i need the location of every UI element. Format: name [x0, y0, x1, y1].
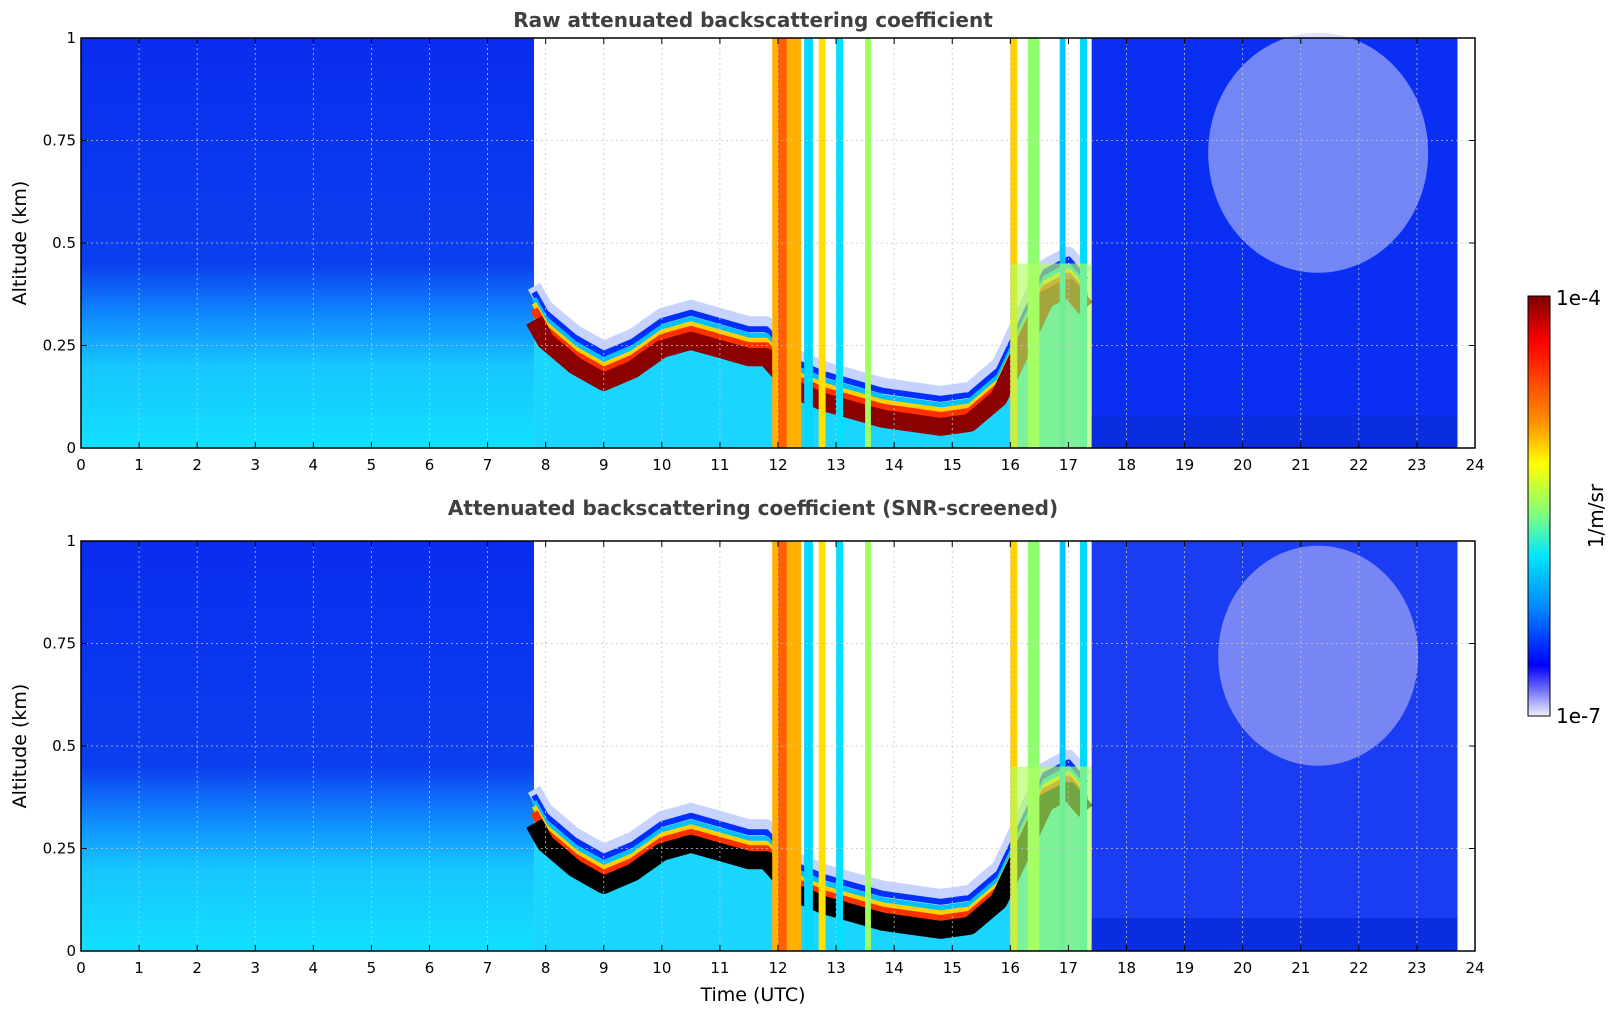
x-tick-label: 14	[885, 959, 904, 977]
x-tick-label: 22	[1349, 456, 1368, 474]
x-tick-label: 24	[1465, 456, 1484, 474]
x-tick-label: 20	[1233, 456, 1252, 474]
x-tick-label: 11	[710, 959, 729, 977]
x-tick-label: 8	[541, 959, 551, 977]
boundary-layer-fill	[534, 766, 1086, 951]
x-tick-label: 14	[885, 456, 904, 474]
bottom-panel: Attenuated backscattering coefficient (S…	[9, 496, 1485, 1006]
colorbar: 1e-4 1e-7 1/m/sr	[1527, 286, 1608, 728]
x-tick-label: 17	[1059, 959, 1078, 977]
cloud-streak-9	[1080, 541, 1088, 951]
bottom-y-ticks: 0 0.25 0.5 0.75 1	[43, 532, 1475, 960]
x-tick-label: 1	[134, 456, 144, 474]
x-tick-label: 4	[309, 456, 319, 474]
cloud-streak-4	[836, 541, 844, 951]
x-tick-label: 10	[652, 456, 671, 474]
y-tick-label: 0.5	[52, 737, 76, 755]
bottom-grid	[81, 541, 1475, 951]
x-tick-label: 19	[1175, 959, 1194, 977]
x-tick-label: 5	[367, 959, 377, 977]
x-tick-label: 10	[652, 959, 671, 977]
evening-low-signal-patch	[1218, 545, 1419, 766]
colorbar-unit-label: 1/m/sr	[1584, 483, 1608, 548]
x-tick-label: 15	[943, 456, 962, 474]
cloud-streak-6	[1010, 541, 1018, 951]
top-grid	[81, 38, 1475, 448]
afternoon-mixed-layer	[1010, 263, 1092, 448]
x-tick-label: 4	[309, 959, 319, 977]
y-tick-label: 0.75	[43, 132, 76, 150]
y-tick-label: 0.25	[43, 337, 76, 355]
top-panel-title: Raw attenuated backscattering coefficien…	[513, 8, 993, 32]
x-tick-label: 15	[943, 959, 962, 977]
x-tick-label: 20	[1233, 959, 1252, 977]
cloud-streak-7	[1027, 541, 1040, 951]
top-y-ticks: 0 0.25 0.5 0.75 1	[43, 29, 1475, 457]
x-tick-label: 0	[76, 959, 86, 977]
x-tick-label: 22	[1349, 959, 1368, 977]
bottom-x-axis-label: Time (UTC)	[699, 984, 805, 1006]
x-tick-label: 2	[192, 456, 202, 474]
x-tick-label: 9	[599, 959, 609, 977]
cloud-streak-2	[804, 541, 813, 951]
x-tick-label: 16	[1001, 959, 1020, 977]
x-tick-label: 12	[768, 959, 787, 977]
x-tick-label: 9	[599, 456, 609, 474]
x-tick-label: 18	[1117, 959, 1136, 977]
x-tick-label: 13	[827, 456, 846, 474]
y-tick-label: 0	[66, 942, 76, 960]
colorbar-max-label: 1e-4	[1556, 286, 1601, 310]
bottom-x-ticks: 0 1 2 3 4 5 6 7 8 9 10 11 12 13 14 15 16 17 18 19 20 21 22 23 24	[76, 541, 1485, 977]
x-tick-label: 2	[192, 959, 202, 977]
evening-noise-patch	[1208, 32, 1429, 273]
cloud-streak-5	[865, 38, 871, 448]
cloud-streak-4	[836, 38, 844, 448]
cloud-streak-5	[865, 541, 871, 951]
y-tick-label: 0.75	[43, 635, 76, 653]
x-tick-label: 0	[76, 456, 86, 474]
top-x-ticks: 0 1 2 3 4 5 6 7 8 9 10 11 12 13 14 15 16 17 18 19 20 21 22 23 24	[76, 38, 1485, 474]
x-tick-label: 6	[425, 959, 435, 977]
x-tick-label: 19	[1175, 456, 1194, 474]
x-tick-label: 12	[768, 456, 787, 474]
x-tick-label: 6	[425, 456, 435, 474]
x-tick-label: 7	[483, 456, 493, 474]
x-tick-label: 5	[367, 456, 377, 474]
x-tick-label: 21	[1291, 456, 1310, 474]
evening-surface-band	[1091, 918, 1458, 951]
top-y-axis-label: Altitude (km)	[9, 181, 31, 306]
x-tick-label: 23	[1407, 959, 1426, 977]
x-tick-label: 7	[483, 959, 493, 977]
colorbar-gradient	[1527, 295, 1551, 717]
bottom-y-axis-label: Altitude (km)	[9, 684, 31, 809]
x-tick-label: 8	[541, 456, 551, 474]
x-tick-label: 1	[134, 959, 144, 977]
y-tick-label: 0.25	[43, 840, 76, 858]
colorbar-min-label: 1e-7	[1556, 704, 1601, 728]
cloud-streak-6	[1010, 38, 1018, 448]
evening-surface-band	[1091, 415, 1458, 448]
y-tick-label: 1	[66, 29, 76, 47]
x-tick-label: 3	[250, 456, 260, 474]
y-tick-label: 0	[66, 439, 76, 457]
cloud-streak-7	[1027, 38, 1040, 448]
y-tick-label: 0.5	[52, 234, 76, 252]
x-tick-label: 3	[250, 959, 260, 977]
bottom-panel-title: Attenuated backscattering coefficient (S…	[448, 496, 1058, 520]
cloud-streak-9	[1080, 38, 1088, 448]
y-tick-label: 1	[66, 532, 76, 550]
x-tick-label: 21	[1291, 959, 1310, 977]
x-tick-label: 17	[1059, 456, 1078, 474]
x-tick-label: 16	[1001, 456, 1020, 474]
x-tick-label: 24	[1465, 959, 1484, 977]
afternoon-mixed-layer	[1010, 766, 1092, 951]
x-tick-label: 11	[710, 456, 729, 474]
top-heatmap	[81, 32, 1475, 448]
x-tick-label: 13	[827, 959, 846, 977]
x-tick-label: 23	[1407, 456, 1426, 474]
top-panel: Raw attenuated backscattering coefficien…	[9, 8, 1485, 474]
x-tick-label: 18	[1117, 456, 1136, 474]
cloud-streak-2	[804, 38, 813, 448]
